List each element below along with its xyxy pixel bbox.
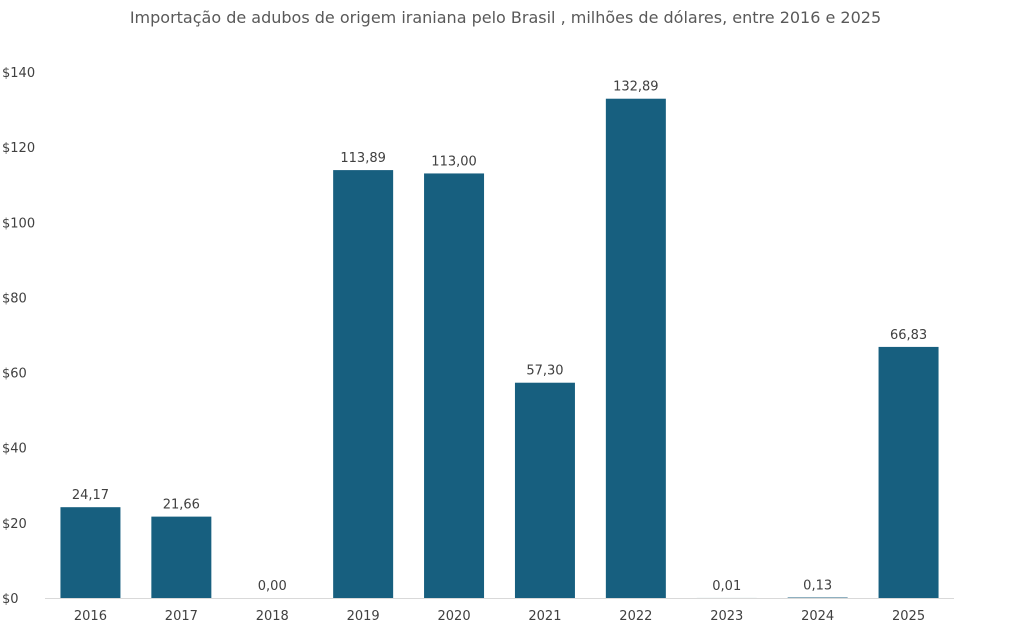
x-tick-label-2017: 2017 [165,609,198,624]
data-label-2016: 24,17 [72,488,109,503]
x-tick-label-2020: 2020 [438,609,471,624]
x-tick-label-2019: 2019 [347,609,380,624]
data-label-2025: 66,83 [890,328,927,343]
data-label-2024: 0,13 [803,579,832,594]
y-tick-label: $120 [2,141,35,156]
data-label-2020: 113,00 [431,154,477,169]
x-tick-label-2024: 2024 [801,609,834,624]
y-tick-label: $0 [2,592,19,607]
bar-2016 [60,507,121,598]
data-label-2021: 57,30 [526,364,563,379]
x-tick-label-2023: 2023 [710,609,743,624]
bar-2019 [333,170,394,598]
x-tick-label-2016: 2016 [74,609,107,624]
chart-title: Importação de adubos de origem iraniana … [129,8,882,27]
bar-2022 [605,98,666,598]
data-label-2023: 0,01 [712,579,741,594]
x-tick-label-2022: 2022 [619,609,652,624]
x-tick-label-2025: 2025 [892,609,925,624]
y-tick-label: $40 [2,442,27,457]
data-label-2019: 113,89 [340,151,386,166]
y-tick-label: $140 [2,66,35,81]
data-label-2022: 132,89 [613,80,659,95]
x-tick-label-2018: 2018 [256,609,289,624]
y-tick-label: $80 [2,291,27,306]
bar-2025 [878,346,939,598]
data-label-2018: 0,00 [258,579,287,594]
bar-2021 [514,382,575,598]
y-tick-label: $100 [2,216,35,231]
data-label-2017: 21,66 [163,498,200,513]
x-tick-label-2021: 2021 [528,609,561,624]
y-tick-label: $20 [2,517,27,532]
bar-2020 [424,173,485,598]
y-tick-label: $60 [2,367,27,382]
bar-2017 [151,516,212,598]
